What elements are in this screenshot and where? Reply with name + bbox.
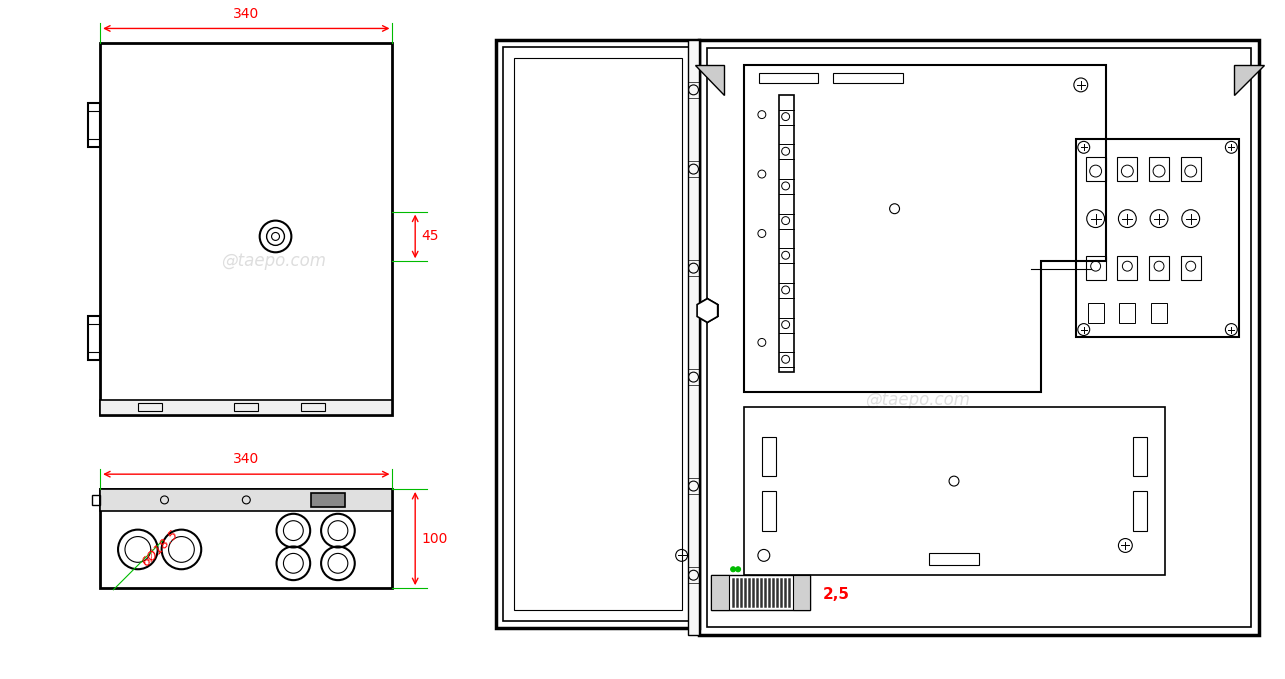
Bar [100,400,392,415]
Bar [762,491,776,530]
Bar [744,407,1165,575]
Bar [1086,256,1105,280]
Bar [1118,256,1137,280]
Bar [1087,303,1104,323]
Bar [759,73,819,83]
Bar [1181,158,1200,181]
Text: 340: 340 [233,7,260,20]
Bar [707,48,1252,627]
Bar [1181,256,1200,280]
Polygon shape [696,299,717,323]
Polygon shape [1235,65,1264,95]
Bar [929,553,979,566]
Bar [496,40,699,627]
Text: 2,5: 2,5 [822,587,849,602]
Bar [1076,139,1239,337]
Circle shape [731,567,735,572]
Bar [699,40,1259,635]
Bar [1133,491,1148,530]
Bar [1149,256,1169,280]
Bar [779,95,794,372]
Bar [100,43,392,415]
Bar [833,73,902,83]
Bar [1118,158,1137,181]
Bar [234,403,258,411]
Bar [311,493,346,507]
Bar [1133,437,1148,476]
Text: 100: 100 [421,532,447,545]
Polygon shape [744,65,1105,392]
Bar [89,316,100,361]
Text: @taepo.com: @taepo.com [221,252,326,270]
Bar [712,575,729,610]
Polygon shape [694,65,725,95]
Bar [1119,303,1135,323]
Bar [100,489,392,511]
Bar [514,58,681,610]
Text: 6Ø18.5: 6Ø18.5 [139,528,180,569]
Bar [100,489,392,588]
Bar [301,403,325,411]
Bar [793,575,811,610]
Bar [712,575,811,610]
Bar [1151,303,1167,323]
Bar [694,303,708,318]
Text: @taepo.com: @taepo.com [865,391,970,409]
Bar [762,437,776,476]
Bar [1149,158,1169,181]
Circle shape [735,567,740,572]
Bar [687,40,699,635]
Bar [504,48,693,621]
Bar [1086,158,1105,181]
Text: 45: 45 [421,230,438,244]
Bar [137,403,162,411]
Bar [93,495,100,505]
Bar [89,103,100,147]
Text: 340: 340 [233,452,260,466]
